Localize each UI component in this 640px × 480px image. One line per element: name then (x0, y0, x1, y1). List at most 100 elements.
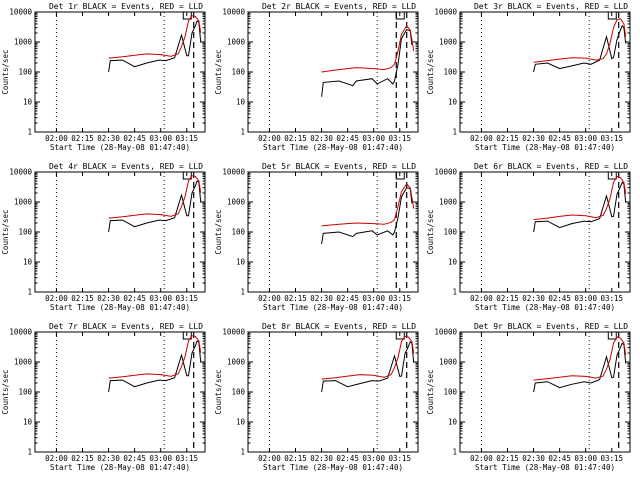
x-tick-label: 02:45 (548, 454, 571, 463)
y-tick-label: 10000 (222, 328, 245, 337)
top-bracket (607, 332, 617, 340)
y-tick-label: 1 (27, 288, 32, 297)
top-bracket (607, 12, 617, 20)
x-tick-label: 02:15 (496, 134, 519, 143)
lld-series-line (321, 335, 415, 380)
x-tick-label: 02:30 (522, 454, 545, 463)
y-axis-label: Counts/sec (426, 369, 435, 414)
y-tick-label: 100 (443, 68, 457, 77)
plot-frame (459, 11, 631, 133)
y-tick-label: 10 (448, 418, 458, 427)
y-tick-label: 100 (18, 68, 32, 77)
events-series-line (321, 187, 413, 244)
x-tick-label: 02:00 (470, 454, 493, 463)
x-axis-label: Start Time (28-May-08 01:47:40) (50, 463, 190, 472)
y-axis-label: Counts/sec (214, 49, 223, 94)
events-series-line (533, 24, 627, 73)
events-series-line (108, 180, 202, 233)
top-bracket (182, 12, 192, 20)
x-tick-label: 03:15 (388, 134, 411, 143)
y-tick-label: 1000 (14, 38, 33, 47)
events-series-line (321, 340, 415, 393)
y-tick-label: 100 (231, 388, 245, 397)
y-axis-label: Counts/sec (426, 49, 435, 94)
plot-frame (34, 171, 206, 293)
y-tick-label: 10 (23, 418, 33, 427)
top-bracket (395, 12, 405, 20)
panel: Det 6r BLACK = Events, RED = LLD 1 10 100 10… (426, 162, 631, 312)
x-tick-label: 02:15 (496, 294, 519, 303)
panel-title: Det 8r BLACK = Events, RED = LLD (262, 322, 416, 331)
top-bracket (607, 172, 617, 180)
x-tick-label: 02:00 (470, 134, 493, 143)
y-tick-label: 10 (448, 258, 458, 267)
y-tick-label: 1 (240, 288, 245, 297)
x-axis-label: Start Time (28-May-08 01:47:40) (263, 463, 403, 472)
y-tick-label: 10000 (434, 8, 457, 17)
top-bracket (395, 332, 405, 340)
panel: Det 2r BLACK = Events, RED = LLD 1 10 100 10… (214, 2, 419, 152)
lld-series-line (108, 15, 202, 59)
panel-title: Det 1r BLACK = Events, RED = LLD (49, 2, 203, 11)
x-tick-label: 02:00 (45, 134, 68, 143)
plot-frame (247, 331, 419, 453)
x-axis-label: Start Time (28-May-08 01:47:40) (50, 143, 190, 152)
x-tick-label: 03:00 (362, 134, 385, 143)
x-tick-label: 02:45 (123, 454, 146, 463)
panel: Det 8r BLACK = Events, RED = LLD 1 10 100 10… (214, 322, 419, 472)
x-tick-label: 03:15 (388, 294, 411, 303)
y-tick-label: 10 (23, 98, 33, 107)
x-tick-label: 02:15 (71, 134, 94, 143)
x-tick-label: 02:00 (258, 454, 281, 463)
x-tick-label: 03:00 (574, 294, 597, 303)
x-axis-label: Start Time (28-May-08 01:47:40) (475, 463, 615, 472)
panel-title: Det 9r BLACK = Events, RED = LLD (474, 322, 628, 331)
x-tick-label: 02:00 (258, 134, 281, 143)
panel-title: Det 2r BLACK = Events, RED = LLD (262, 2, 416, 11)
y-tick-label: 1 (452, 128, 457, 137)
x-tick-label: 03:00 (362, 454, 385, 463)
x-tick-label: 03:15 (175, 294, 198, 303)
x-tick-label: 03:00 (149, 294, 172, 303)
y-tick-label: 100 (18, 228, 32, 237)
lld-series-line (533, 18, 627, 63)
x-tick-label: 02:45 (123, 134, 146, 143)
x-tick-label: 02:45 (123, 294, 146, 303)
x-axis-label: Start Time (28-May-08 01:47:40) (475, 143, 615, 152)
x-tick-label: 02:45 (336, 134, 359, 143)
x-tick-label: 03:00 (574, 134, 597, 143)
lld-series-line (108, 175, 202, 219)
y-axis-label: Counts/sec (1, 209, 10, 254)
events-series-line (321, 29, 413, 97)
y-axis-label: Counts/sec (426, 209, 435, 254)
x-tick-label: 02:15 (71, 294, 94, 303)
x-tick-label: 02:15 (496, 454, 519, 463)
events-series-line (108, 20, 202, 73)
y-tick-label: 10 (236, 258, 246, 267)
x-tick-label: 02:30 (310, 134, 333, 143)
x-tick-label: 02:00 (45, 294, 68, 303)
x-tick-label: 02:00 (470, 294, 493, 303)
y-tick-label: 1 (452, 448, 457, 457)
x-tick-label: 02:15 (284, 134, 307, 143)
x-tick-label: 02:00 (45, 454, 68, 463)
x-tick-label: 02:15 (71, 454, 94, 463)
y-tick-label: 10 (236, 418, 246, 427)
y-tick-label: 10000 (222, 168, 245, 177)
y-tick-label: 10000 (222, 8, 245, 17)
y-tick-label: 100 (231, 228, 245, 237)
plot-frame (34, 11, 206, 133)
lld-series-line (321, 24, 415, 73)
panel: Det 3r BLACK = Events, RED = LLD 1 10 100 10… (426, 2, 631, 152)
lld-series-line (321, 183, 415, 227)
y-tick-label: 10000 (9, 328, 32, 337)
x-tick-label: 02:15 (284, 454, 307, 463)
x-tick-label: 02:30 (97, 294, 120, 303)
y-tick-label: 1 (452, 288, 457, 297)
x-tick-label: 03:00 (574, 454, 597, 463)
x-tick-label: 03:15 (388, 454, 411, 463)
x-tick-label: 02:00 (258, 294, 281, 303)
panel: Det 7r BLACK = Events, RED = LLD 1 10 100 10… (1, 322, 206, 472)
panel: Det 5r BLACK = Events, RED = LLD 1 10 100 10… (214, 162, 419, 312)
